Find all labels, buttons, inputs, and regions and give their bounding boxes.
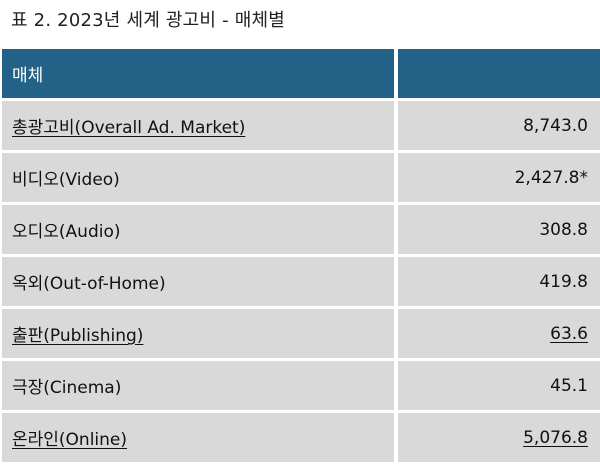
table-row: 온라인(Online) 5,076.8 [2,413,600,462]
table-row: 출판(Publishing) 63.6 [2,309,600,358]
table-row: 총광고비(Overall Ad. Market) 8,743.0 [2,101,600,150]
row-label-video: 비디오(Video) [12,170,120,190]
row-label-cell: 온라인(Online) [2,413,394,462]
row-value-cinema: 45.1 [550,375,588,396]
row-value-total: 8,743.0 [523,115,588,136]
table-row: 오디오(Audio) 308.8 [2,205,600,254]
header-media-cell: 매체 [2,49,394,98]
row-value-online: 5,076.8 [523,427,588,448]
row-value-cell: 8,743.0 [398,101,600,150]
table-row: 옥외(Out-of-Home) 419.8 [2,257,600,306]
row-value-cell: 63.6 [398,309,600,358]
table-caption: 표 2. 2023년 세계 광고비 - 매체별 [11,10,286,31]
row-value-video: 2,427.8* [514,167,588,188]
row-label-publishing: 출판(Publishing) [12,326,144,346]
row-label-cinema: 극장(Cinema) [12,378,122,398]
row-label-cell: 오디오(Audio) [2,205,394,254]
table-header-row: 매체 [2,49,600,98]
row-value-cell: 308.8 [398,205,600,254]
header-value-cell [398,49,600,98]
row-label-cell: 출판(Publishing) [2,309,394,358]
ad-spend-table: 매체 총광고비(Overall Ad. Market) 8,743.0 비디오(… [2,49,600,462]
row-value-out-of-home: 419.8 [539,271,588,292]
row-label-cell: 총광고비(Overall Ad. Market) [2,101,394,150]
row-value-publishing: 63.6 [550,323,588,344]
row-value-cell: 419.8 [398,257,600,306]
row-label-cell: 비디오(Video) [2,153,394,202]
row-label-total: 총광고비(Overall Ad. Market) [12,118,246,138]
row-label-cell: 극장(Cinema) [2,361,394,410]
row-label-online: 온라인(Online) [12,430,128,450]
row-label-out-of-home: 옥외(Out-of-Home) [12,274,166,294]
row-value-cell: 2,427.8* [398,153,600,202]
row-label-audio: 오디오(Audio) [12,222,121,242]
row-value-cell: 5,076.8 [398,413,600,462]
row-value-audio: 308.8 [539,219,588,240]
row-value-cell: 45.1 [398,361,600,410]
table-row: 비디오(Video) 2,427.8* [2,153,600,202]
row-label-cell: 옥외(Out-of-Home) [2,257,394,306]
table-row: 극장(Cinema) 45.1 [2,361,600,410]
